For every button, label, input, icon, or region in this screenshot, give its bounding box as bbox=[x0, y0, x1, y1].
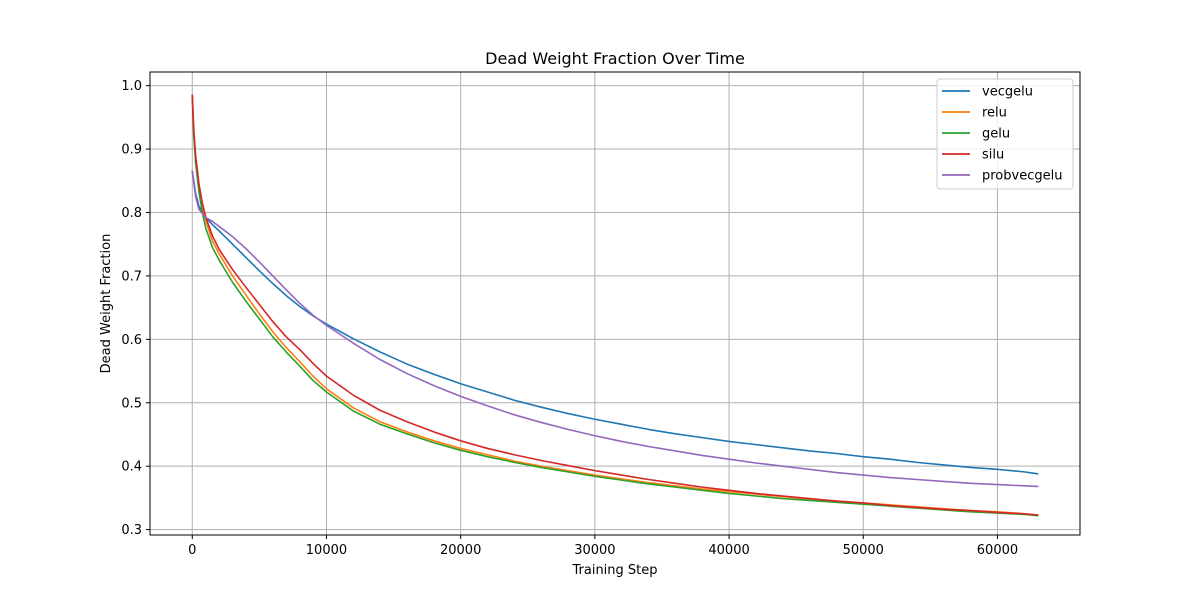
y-tick-label: 0.8 bbox=[121, 206, 142, 221]
x-tick-label: 60000 bbox=[977, 543, 1018, 558]
legend: vecgelu relu gelu silu probvecgelu bbox=[936, 78, 1074, 190]
y-tick-label: 1.0 bbox=[121, 79, 142, 94]
series-line-vecgelu bbox=[191, 170, 1039, 475]
x-tick-label: 30000 bbox=[574, 543, 615, 558]
legend-label-silu: silu bbox=[982, 148, 1004, 163]
legend-label-gelu: gelu bbox=[982, 127, 1010, 142]
series-line-probvecgelu bbox=[191, 170, 1039, 488]
chart-title: Dead Weight Fraction Over Time bbox=[485, 49, 745, 68]
axis-ticks: 0 10000 20000 30000 40000 50000 60000 0.3 0.4 0.5… bbox=[121, 79, 1018, 558]
y-axis-label: Dead Weight Fraction bbox=[99, 234, 114, 374]
legend-label-relu: relu bbox=[982, 106, 1007, 121]
x-tick-label: 50000 bbox=[843, 543, 884, 558]
series-line-gelu bbox=[191, 94, 1039, 517]
y-tick-label: 0.9 bbox=[121, 143, 142, 158]
y-tick-label: 0.5 bbox=[121, 396, 142, 411]
grid bbox=[150, 72, 1080, 535]
y-tick-label: 0.6 bbox=[121, 333, 142, 348]
series-line-silu bbox=[191, 94, 1039, 516]
legend-label-probvecgelu: probvecgelu bbox=[982, 169, 1062, 184]
x-tick-label: 20000 bbox=[440, 543, 481, 558]
x-axis-label: Training Step bbox=[571, 563, 657, 578]
plot-frame bbox=[149, 71, 1081, 536]
legend-label-vecgelu: vecgelu bbox=[982, 85, 1033, 100]
x-tick-label: 40000 bbox=[708, 543, 749, 558]
legend-box bbox=[936, 78, 1074, 190]
y-tick-label: 0.4 bbox=[121, 460, 142, 475]
y-tick-label: 0.7 bbox=[121, 269, 142, 284]
x-tick-label: 10000 bbox=[306, 543, 347, 558]
x-tick-label: 0 bbox=[188, 543, 196, 558]
y-tick-label: 0.3 bbox=[121, 523, 142, 538]
series-lines bbox=[191, 94, 1039, 517]
